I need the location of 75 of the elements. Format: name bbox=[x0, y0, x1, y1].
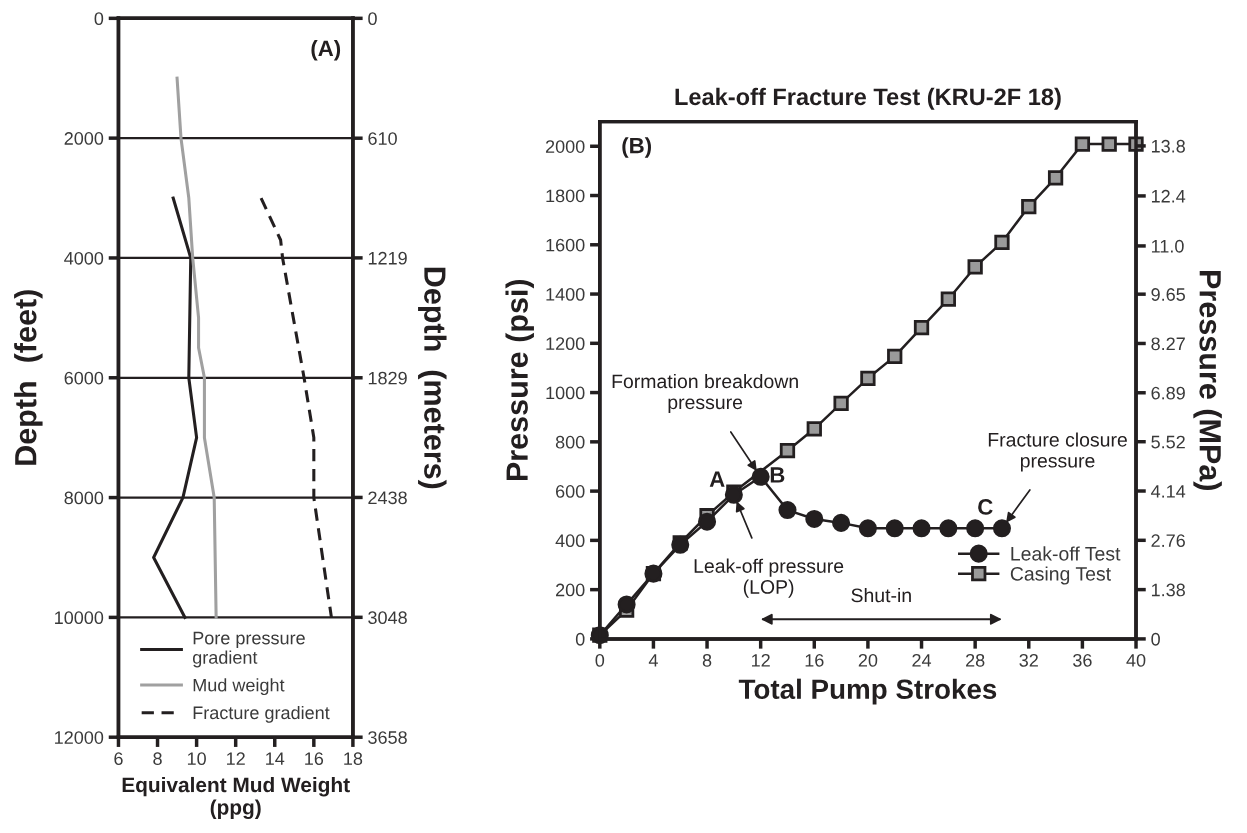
x-tick-label: 12 bbox=[752, 653, 770, 667]
x-tick-label: 16 bbox=[305, 752, 324, 766]
y-tick-label: 8000 bbox=[64, 491, 104, 505]
y2-tick-label: 3658 bbox=[368, 731, 407, 744]
annotation: Formation breakdown pressure bbox=[612, 373, 798, 414]
annotation: Fracture closure pressure bbox=[988, 432, 1127, 472]
x-tick-label: 40 bbox=[1126, 653, 1146, 667]
legend-label: Mud weight bbox=[193, 678, 285, 696]
y2-tick-label: 2.76 bbox=[1151, 534, 1185, 548]
y2-tick-label: 1.38 bbox=[1151, 583, 1185, 597]
x-tick-label: 8 bbox=[702, 653, 712, 667]
y-tick-label: 2000 bbox=[545, 140, 585, 153]
y-axis-title: Depth (feet) bbox=[14, 290, 43, 465]
x-tick-label: 24 bbox=[912, 653, 932, 667]
y2-tick-label: 3048 bbox=[368, 611, 407, 625]
x-tick-label: 16 bbox=[805, 653, 824, 667]
x-tick-label: 6 bbox=[114, 752, 123, 766]
legend-label: Leak-off Test bbox=[1011, 546, 1121, 561]
y2-axis-title: Depth (meters) bbox=[418, 267, 447, 489]
y2-tick-label: 12.4 bbox=[1151, 189, 1186, 203]
y2-tick-label: 1829 bbox=[368, 371, 407, 385]
y2-tick-label: 8.27 bbox=[1151, 337, 1185, 351]
y-tick-label: 800 bbox=[555, 435, 585, 449]
legend-label: Pore pressure gradient bbox=[192, 631, 305, 668]
y-tick-label: 1800 bbox=[546, 189, 585, 203]
x-tick-label: 28 bbox=[966, 653, 985, 667]
annotation: (B) bbox=[622, 137, 651, 158]
y-tick-label: 6000 bbox=[64, 371, 104, 385]
y-tick-label: 400 bbox=[555, 534, 585, 548]
y2-tick-label: 9.65 bbox=[1151, 288, 1185, 301]
y-tick-label: 10000 bbox=[55, 611, 104, 625]
x-tick-label: 0 bbox=[595, 653, 605, 667]
y2-tick-label: 610 bbox=[368, 132, 397, 145]
annotation: B bbox=[770, 467, 785, 483]
y-tick-label: 0 bbox=[94, 12, 104, 26]
y-tick-label: 600 bbox=[556, 485, 585, 498]
y-tick-label: 2000 bbox=[64, 132, 104, 145]
y2-tick-label: 1219 bbox=[368, 251, 407, 265]
y2-tick-label: 2438 bbox=[368, 491, 407, 505]
x-tick-label: 14 bbox=[266, 752, 285, 765]
y2-tick-label: 0 bbox=[368, 12, 377, 26]
x-axis-title: Equivalent Mud Weight (ppg) bbox=[122, 776, 350, 819]
x-tick-label: 4 bbox=[648, 654, 658, 667]
y-tick-label: 4000 bbox=[64, 251, 104, 265]
y2-tick-label: 13.8 bbox=[1151, 139, 1185, 153]
annotation: Shut-in bbox=[851, 587, 911, 603]
y2-tick-label: 4.14 bbox=[1151, 485, 1186, 498]
annotation: (A) bbox=[311, 39, 341, 61]
annotation: Leak-off pressure (LOP) bbox=[694, 558, 844, 598]
x-axis-title: Total Pump Strokes bbox=[738, 678, 997, 705]
x-tick-label: 18 bbox=[344, 752, 363, 766]
x-tick-label: 8 bbox=[153, 752, 162, 766]
y2-tick-label: 5.52 bbox=[1151, 435, 1185, 449]
y-tick-label: 1000 bbox=[546, 386, 585, 400]
y2-tick-label: 6.89 bbox=[1151, 386, 1185, 400]
y-tick-label: 12000 bbox=[55, 731, 104, 744]
x-tick-label: 12 bbox=[227, 752, 245, 765]
x-tick-label: 20 bbox=[858, 653, 878, 667]
legend-label: Casing Test bbox=[1010, 566, 1111, 585]
y2-axis-title: Pressure (MPa) bbox=[1193, 271, 1222, 490]
annotation: A bbox=[709, 471, 725, 487]
annotation: C bbox=[978, 499, 993, 515]
x-tick-label: 36 bbox=[1073, 653, 1092, 667]
y2-tick-label: 11.0 bbox=[1151, 239, 1184, 253]
legend-label: Fracture gradient bbox=[193, 705, 330, 723]
x-tick-label: 32 bbox=[1019, 653, 1038, 667]
y-tick-label: 1200 bbox=[546, 337, 585, 351]
x-tick-label: 10 bbox=[187, 752, 206, 766]
y-tick-label: 1400 bbox=[546, 287, 585, 301]
y-axis-title: Pressure (psi) bbox=[505, 279, 534, 481]
y-tick-label: 0 bbox=[575, 632, 585, 646]
chart-title: Leak-off Fracture Test (KRU-2F 18) bbox=[675, 87, 1061, 110]
y2-tick-label: 0 bbox=[1151, 632, 1160, 646]
y-tick-label: 1600 bbox=[546, 238, 585, 252]
y-tick-label: 200 bbox=[556, 583, 585, 597]
